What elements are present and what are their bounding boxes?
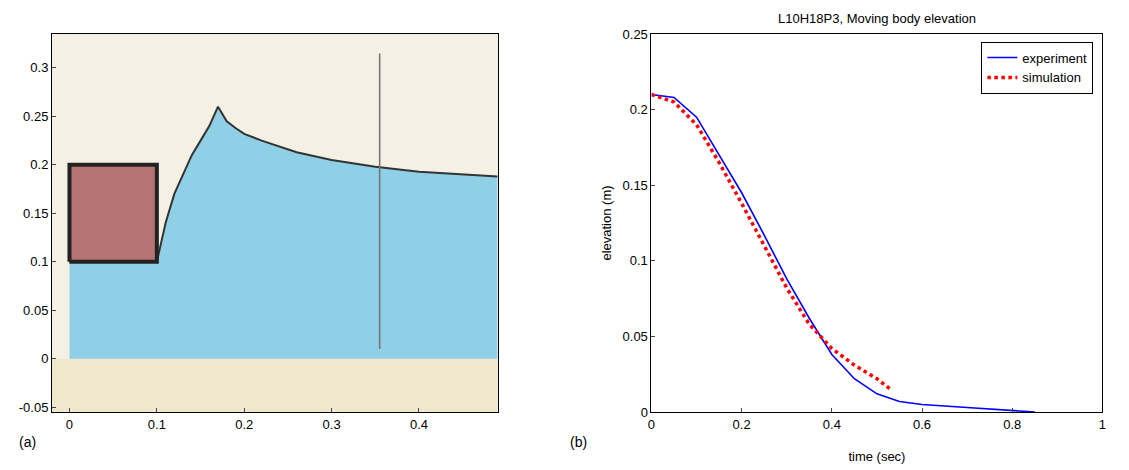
svg-text:0.4: 0.4 xyxy=(823,417,841,432)
svg-text:0.2: 0.2 xyxy=(30,157,48,172)
svg-text:-0.05: -0.05 xyxy=(19,400,49,415)
svg-text:0.1: 0.1 xyxy=(30,254,48,269)
svg-text:0.15: 0.15 xyxy=(623,178,648,193)
svg-text:0.05: 0.05 xyxy=(23,303,48,318)
svg-text:0.4: 0.4 xyxy=(410,417,428,432)
svg-text:0.25: 0.25 xyxy=(623,27,648,42)
svg-text:0.1: 0.1 xyxy=(630,253,648,268)
svg-text:time (sec): time (sec) xyxy=(848,449,905,464)
svg-text:0.15: 0.15 xyxy=(23,206,48,221)
svg-text:0: 0 xyxy=(41,351,48,366)
svg-text:elevation (m): elevation (m) xyxy=(599,185,614,260)
svg-text:(b): (b) xyxy=(570,434,587,450)
svg-text:L10H18P3, Moving body elevatio: L10H18P3, Moving body elevation xyxy=(778,11,976,26)
svg-text:0.05: 0.05 xyxy=(623,329,648,344)
svg-text:0: 0 xyxy=(66,417,73,432)
svg-text:0.6: 0.6 xyxy=(913,417,931,432)
svg-text:0.3: 0.3 xyxy=(323,417,341,432)
svg-text:0.8: 0.8 xyxy=(1003,417,1021,432)
svg-text:1: 1 xyxy=(1099,417,1106,432)
svg-text:simulation: simulation xyxy=(1022,70,1081,85)
svg-text:0: 0 xyxy=(641,405,648,420)
svg-text:experiment: experiment xyxy=(1022,51,1087,66)
svg-text:0.2: 0.2 xyxy=(630,102,648,117)
svg-text:0.25: 0.25 xyxy=(23,109,48,124)
svg-text:(a): (a) xyxy=(19,434,36,450)
svg-text:0.1: 0.1 xyxy=(148,417,166,432)
svg-text:0: 0 xyxy=(648,417,655,432)
svg-text:0.3: 0.3 xyxy=(30,60,48,75)
svg-text:0.2: 0.2 xyxy=(733,417,751,432)
svg-text:0.2: 0.2 xyxy=(235,417,253,432)
